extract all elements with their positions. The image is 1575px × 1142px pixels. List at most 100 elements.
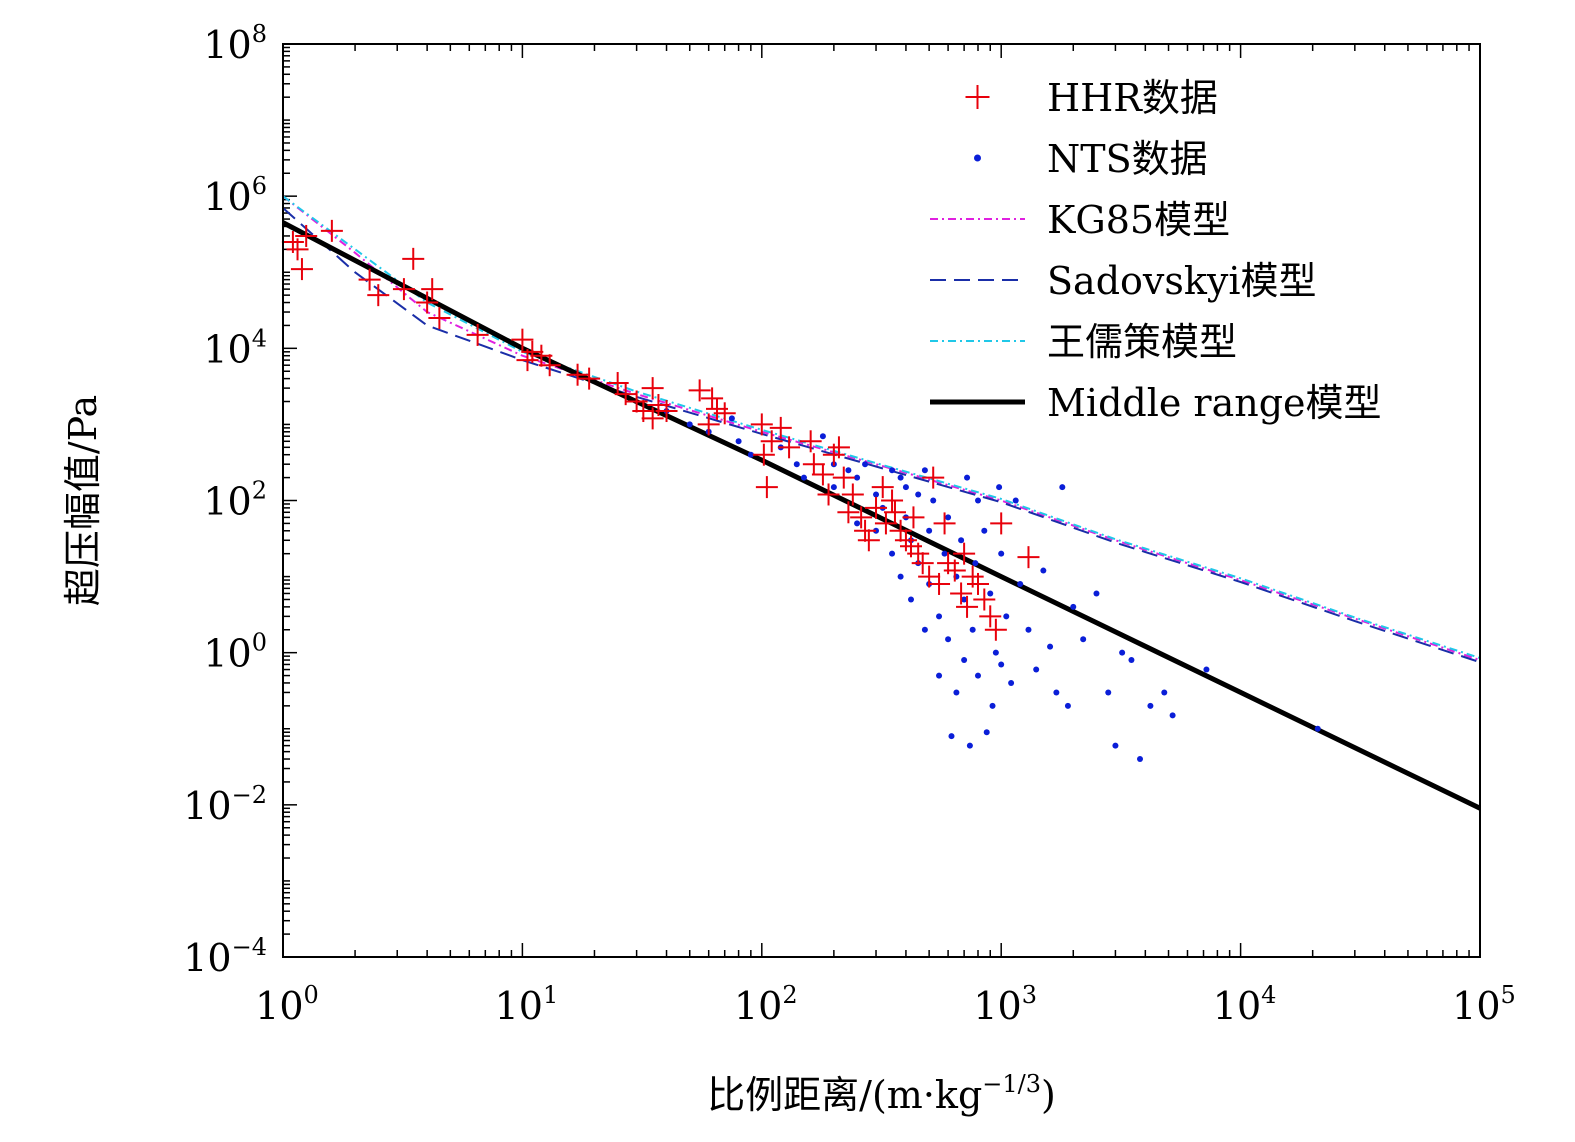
data-point — [1012, 497, 1019, 504]
data-point — [320, 219, 343, 242]
y-axis-title: 超压幅值/Pa — [61, 395, 105, 606]
data-point — [983, 729, 990, 736]
data-point — [793, 461, 800, 468]
data-point — [1017, 580, 1024, 587]
data-point — [897, 573, 904, 580]
data-point — [1203, 666, 1210, 673]
data-point — [392, 278, 415, 301]
data-point — [936, 613, 943, 620]
data-point — [1128, 657, 1135, 664]
x-tick-label: 104 — [1213, 981, 1277, 1028]
data-point — [998, 661, 1005, 668]
legend-label: 王儒策模型 — [1047, 320, 1237, 364]
data-point — [945, 636, 952, 643]
x-axis-title-exponent: −1/3 — [982, 1070, 1041, 1098]
data-point — [1080, 636, 1087, 643]
y-tick-labels: 10−4 10−2 100 102 104 106 108 — [183, 20, 267, 980]
data-point — [286, 238, 309, 261]
series-line — [282, 195, 1481, 661]
data-point — [760, 430, 783, 453]
data-point — [943, 559, 966, 582]
y-tick-label: 10−4 — [183, 933, 267, 980]
legend-item: HHR数据 — [965, 76, 1218, 120]
data-point — [930, 497, 937, 504]
x-axis-title-tail: ) — [1041, 1073, 1056, 1117]
data-point — [1093, 590, 1100, 597]
data-point — [921, 626, 928, 633]
data-point — [862, 461, 869, 468]
data-point — [837, 501, 860, 524]
data-point — [998, 550, 1005, 557]
data-point — [578, 367, 601, 390]
data-point — [697, 413, 720, 436]
data-point — [961, 657, 968, 664]
data-point — [922, 466, 945, 489]
plot-frame — [282, 43, 1481, 958]
data-point — [466, 323, 489, 346]
data-point — [961, 596, 968, 603]
data-point — [873, 491, 880, 498]
data-point — [755, 476, 778, 499]
data-point — [1047, 643, 1054, 650]
data-point — [800, 474, 807, 481]
x-axis-title: 比例距离/(m·kg−1/3) — [707, 1070, 1056, 1117]
data-point — [974, 497, 981, 504]
x-tick-label: 102 — [734, 981, 798, 1028]
data-point — [752, 443, 775, 466]
data-point — [817, 483, 840, 506]
data-point — [701, 387, 724, 410]
legend-label: Middle range模型 — [1047, 381, 1382, 425]
data-point — [428, 307, 451, 330]
legend-item: Sadovskyi模型 — [930, 259, 1317, 303]
legend-item: 王儒策模型 — [930, 320, 1237, 364]
y-tick-label: 102 — [203, 477, 267, 524]
data-point — [538, 354, 561, 377]
data-point — [1059, 484, 1066, 491]
data-point — [974, 672, 981, 679]
data-point — [655, 400, 678, 423]
data-point — [948, 733, 955, 740]
data-point — [769, 416, 792, 439]
data-point — [750, 413, 773, 436]
data-point — [521, 340, 544, 363]
data-point — [367, 284, 390, 307]
data-point — [883, 501, 906, 524]
data-point — [894, 529, 917, 552]
data-point — [1008, 679, 1015, 686]
data-point — [908, 596, 915, 603]
legend-item: Middle range模型 — [930, 381, 1382, 425]
data-point — [1137, 756, 1144, 763]
data-point — [827, 436, 850, 459]
data-point — [1040, 567, 1047, 574]
data-point — [1161, 689, 1168, 696]
data-point — [953, 542, 976, 565]
data-point — [921, 467, 928, 474]
data-point — [686, 421, 693, 428]
data-point — [889, 467, 896, 474]
x-tick-label: 100 — [255, 981, 319, 1028]
data-point — [688, 379, 711, 402]
legend-label: HHR数据 — [1047, 76, 1218, 120]
data-point — [1053, 689, 1060, 696]
data-point — [713, 402, 736, 425]
data-point — [989, 702, 996, 709]
data-point — [953, 689, 960, 696]
data-point — [966, 742, 973, 749]
data-point — [926, 527, 933, 534]
data-point — [857, 529, 880, 552]
data-point — [295, 224, 318, 247]
data-point — [358, 268, 381, 291]
data-point — [778, 436, 801, 459]
legend-item: NTS数据 — [974, 137, 1208, 181]
data-point — [1112, 742, 1119, 749]
data-point — [511, 328, 534, 351]
data-point — [915, 491, 922, 498]
data-point — [950, 582, 973, 605]
data-point — [956, 595, 979, 618]
data-point — [969, 626, 976, 633]
x-tick-labels: 100 101 102 103 104 105 — [255, 981, 1516, 1028]
data-point — [747, 451, 754, 458]
x-axis-title-main: 比例距离/(m·kg — [707, 1073, 982, 1117]
data-point — [972, 560, 979, 567]
